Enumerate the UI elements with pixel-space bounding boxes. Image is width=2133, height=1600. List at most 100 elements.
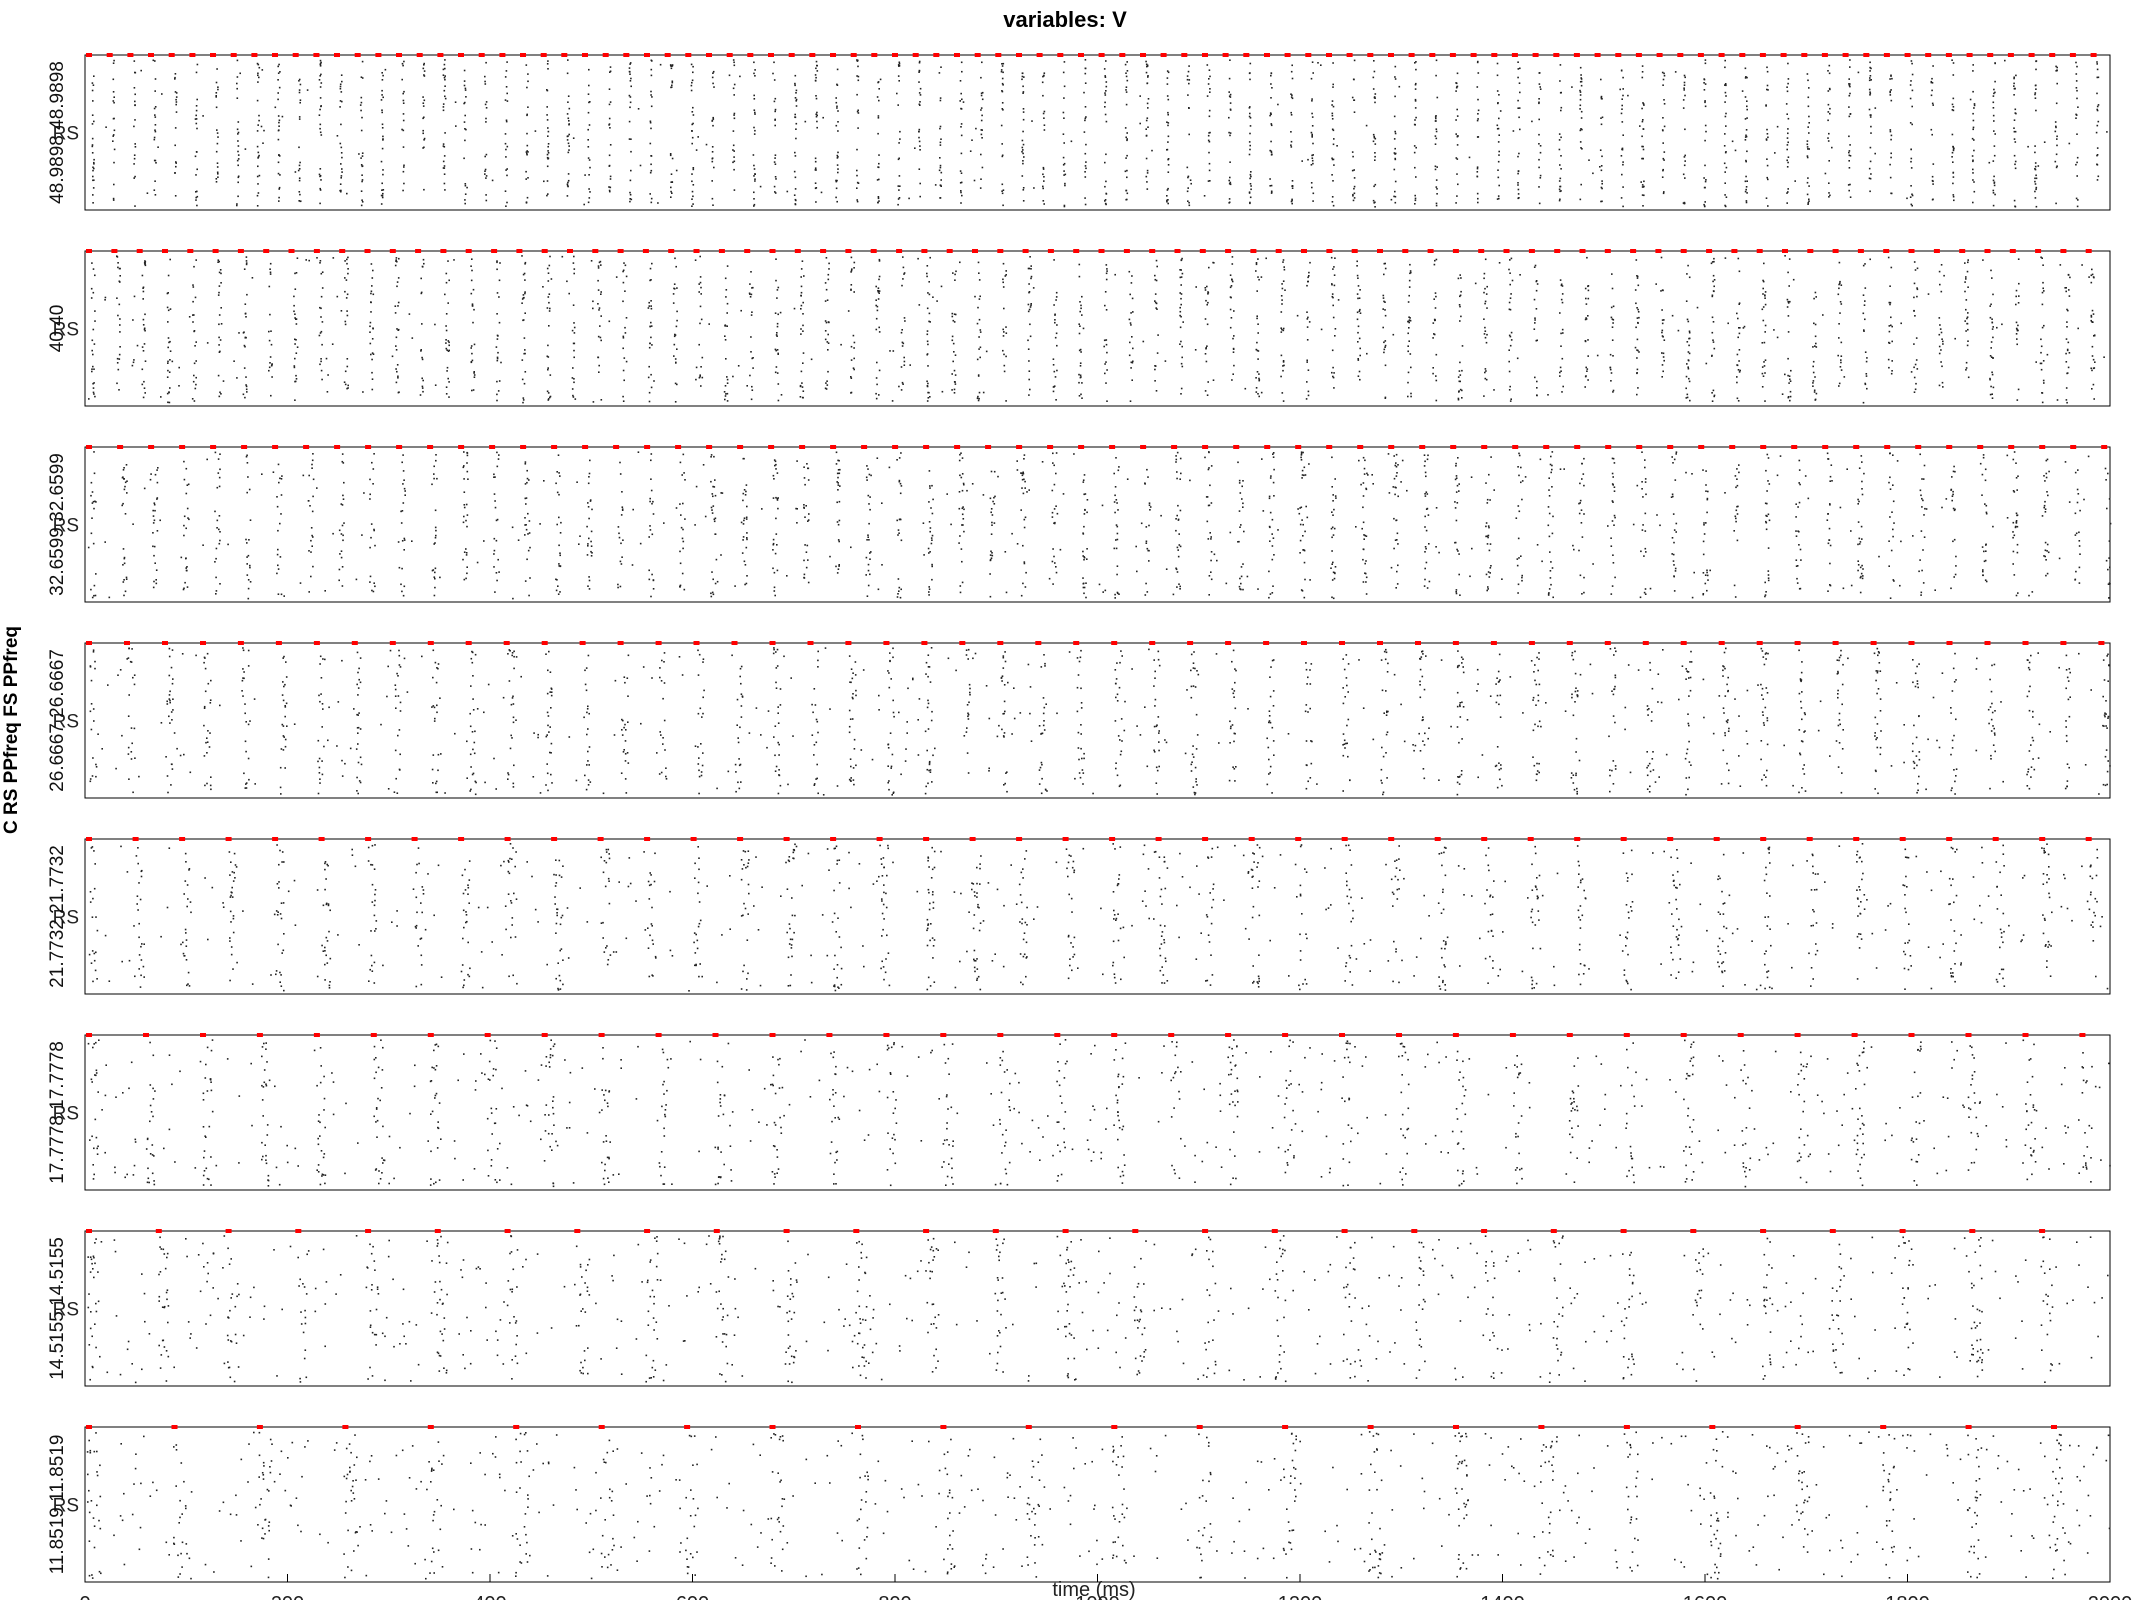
spike-dot <box>567 95 570 97</box>
spike-dot <box>630 77 632 80</box>
spike-dot <box>299 99 302 101</box>
spike-dot <box>960 190 962 192</box>
spike-dot <box>185 527 187 530</box>
spike-dot <box>786 190 789 193</box>
spike-dot <box>2017 324 2019 327</box>
spike-dot <box>1005 270 1007 272</box>
spike-dot <box>1154 274 1156 277</box>
spike-dot <box>1560 106 1563 109</box>
spike-dot <box>360 109 362 112</box>
spike-dot <box>186 507 189 510</box>
spike-dot <box>1332 316 1335 319</box>
spike-dot <box>1992 357 1994 359</box>
pulse-marker <box>1098 53 1105 57</box>
spike-dot <box>156 481 159 484</box>
spike-dot <box>134 93 136 96</box>
spike-dot <box>681 537 684 540</box>
spike-dot <box>772 538 775 541</box>
spike-dot <box>2034 162 2037 164</box>
spike-dot <box>609 66 612 68</box>
spike-dot <box>434 586 436 589</box>
spike-dot <box>1125 72 1127 74</box>
spike-dot <box>952 342 955 345</box>
spike-dot <box>1457 397 1460 400</box>
spike-dot <box>866 595 869 597</box>
spike-dot <box>1887 358 1890 361</box>
spike-dot <box>753 133 756 135</box>
spike-dot <box>1053 259 1055 261</box>
spike-dot <box>795 89 798 92</box>
spike-dot <box>1394 147 1396 150</box>
spike-dot <box>1990 356 1993 358</box>
spike-dot <box>1104 199 1107 201</box>
spike-dot <box>898 175 901 177</box>
spike-dot <box>670 173 673 175</box>
spike-dot <box>1741 90 1744 92</box>
spike-dot <box>369 498 371 500</box>
spike-dot <box>298 78 301 81</box>
spike-dot <box>588 159 591 161</box>
spike-dot <box>124 485 126 488</box>
spike-dot <box>651 502 653 505</box>
spike-dot <box>1282 259 1285 261</box>
spike-dot <box>711 157 714 160</box>
spike-dot <box>1940 331 1943 334</box>
spike-dot <box>1580 78 1583 80</box>
spike-dot <box>682 502 684 505</box>
spike-dot <box>422 390 424 393</box>
spike-dot <box>1534 322 1536 324</box>
spike-dot <box>1331 118 1334 120</box>
spike-dot <box>1766 133 1769 135</box>
spike-dot <box>549 395 552 398</box>
spike-dot <box>1353 59 1356 62</box>
spike-dot <box>496 579 498 582</box>
spike-dot <box>1862 264 1865 267</box>
spike-dot <box>750 293 753 296</box>
spike-dot <box>676 348 678 350</box>
pulse-marker <box>974 53 981 57</box>
spike-dot <box>566 135 569 138</box>
spike-dot <box>237 150 239 153</box>
spike-dot <box>1042 187 1044 190</box>
spike-dot <box>1353 185 1356 188</box>
spike-dot <box>1414 203 1416 205</box>
spike-dot <box>1579 198 1582 201</box>
spike-dot <box>1738 302 1741 304</box>
spike-dot <box>1584 287 1587 290</box>
spike-dot <box>305 259 307 261</box>
spike-dot <box>825 257 828 259</box>
spike-dot <box>2013 130 2016 133</box>
spike-dot <box>525 503 527 505</box>
spike-dot <box>1456 158 1459 160</box>
spike-dot <box>152 545 154 548</box>
spike-dot <box>800 295 802 297</box>
spike-dot <box>1586 368 1589 370</box>
spike-dot <box>1642 205 1644 207</box>
spike-dot <box>92 84 95 86</box>
spike-dot <box>2043 324 2045 327</box>
spike-dot <box>498 380 501 382</box>
spike-dot <box>1790 369 1792 372</box>
spike-dot <box>1277 103 1279 106</box>
pulse-marker <box>1731 249 1738 253</box>
spike-dot <box>1167 141 1169 143</box>
spike-dot <box>1787 82 1789 85</box>
spike-dot <box>1166 83 1169 85</box>
spike-dot <box>1510 257 1513 260</box>
spike-dot <box>1205 347 1207 349</box>
spike-dot <box>466 451 468 454</box>
spike-dot <box>773 571 776 574</box>
spike-dot <box>754 129 756 132</box>
spike-dot <box>1229 326 1232 329</box>
spike-dot <box>278 155 281 157</box>
spike-dot <box>1358 310 1361 312</box>
spike-dot <box>141 346 144 348</box>
spike-dot <box>280 593 283 596</box>
spike-dot <box>691 123 693 126</box>
spike-dot <box>2092 383 2095 386</box>
spike-dot <box>1145 119 1148 122</box>
spike-dot <box>587 201 590 204</box>
spike-dot <box>219 468 221 471</box>
pulse-marker <box>892 53 898 57</box>
spike-dot <box>343 481 345 484</box>
